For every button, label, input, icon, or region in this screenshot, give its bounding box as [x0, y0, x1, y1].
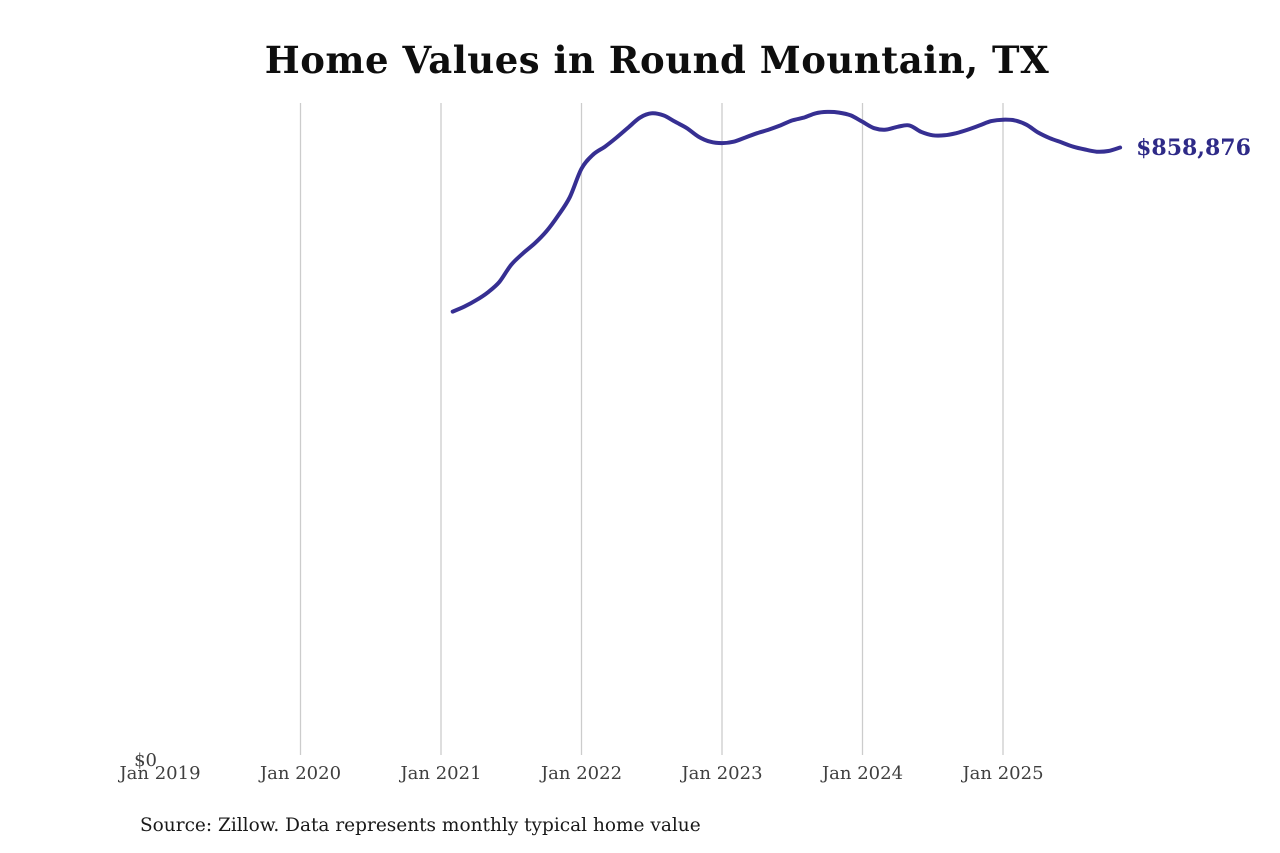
end-value-label: $858,876: [1136, 134, 1251, 161]
x-tick-label: Jan 2022: [540, 763, 623, 784]
x-tick-label: Jan 2023: [681, 763, 763, 784]
y-zero-tick-label: $0: [134, 750, 157, 771]
x-tick-label: Jan 2024: [821, 763, 904, 784]
chart-title: Home Values in Round Mountain, TX: [264, 38, 1050, 82]
x-tick-label: Jan 2020: [259, 763, 342, 784]
x-tick-label: Jan 2021: [400, 763, 482, 784]
home-values-line: [450, 109, 1123, 314]
vertical-gridlines: [299, 103, 1004, 755]
source-note: Source: Zillow. Data represents monthly …: [140, 815, 701, 836]
x-tick-label: Jan 2025: [962, 763, 1044, 784]
x-tick-label: Jan 2019: [119, 763, 201, 784]
